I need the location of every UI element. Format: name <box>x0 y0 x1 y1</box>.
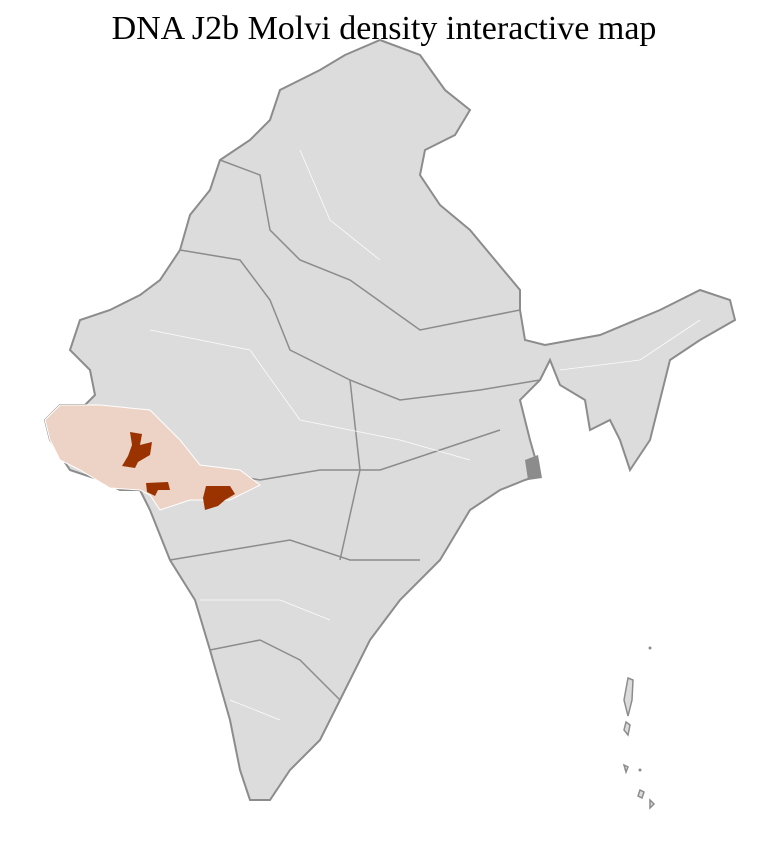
bangladesh-gap <box>525 455 542 480</box>
state-borders <box>139 159 541 701</box>
region-high-density[interactable] <box>203 486 235 510</box>
andaman-islands[interactable] <box>622 676 656 810</box>
island-dot <box>648 646 652 650</box>
region-high-density[interactable] <box>122 432 152 468</box>
region-high-density[interactable] <box>146 482 170 496</box>
district-lines <box>149 149 701 721</box>
india-mainland[interactable] <box>43 38 737 801</box>
island-dot <box>638 768 642 772</box>
